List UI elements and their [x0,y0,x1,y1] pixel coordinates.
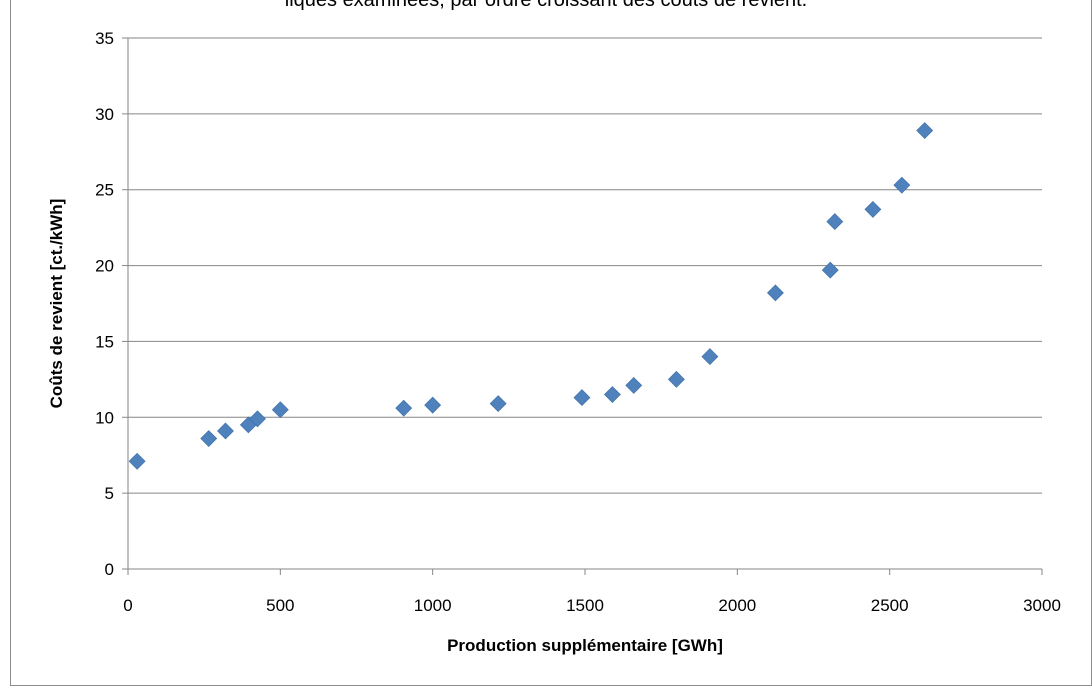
y-tick-label: 20 [95,257,114,276]
y-axis-title: Coûts de revient [ct./kWh] [47,199,66,409]
data-point [200,430,218,447]
x-axis-title: Production supplémentaire [GWh] [447,636,723,655]
data-point [395,399,413,417]
x-tick-label: 0 [123,596,132,615]
gridlines [128,37,1042,494]
data-point [489,395,507,413]
x-tick-label: 1500 [566,596,604,615]
data-point [826,213,844,230]
data-point [864,201,882,218]
data-point [424,396,442,414]
x-tick-label: 2000 [718,596,756,615]
x-tick-label: 500 [266,596,294,615]
data-point [603,386,621,403]
data-point [916,122,934,139]
data-point [893,176,911,194]
x-tick-labels: 0 500 1000 1500 2000 2500 3000 [123,596,1061,615]
data-point [701,348,719,366]
y-tick-label: 15 [95,332,114,351]
y-tick-label: 35 [95,29,114,48]
data-point [217,422,234,440]
y-tick-label: 5 [105,484,114,503]
data-point [821,261,839,279]
y-tick-label: 25 [95,181,114,200]
y-tick-label: 0 [105,560,114,579]
y-tick-labels: 0 5 10 15 20 25 30 35 [95,29,114,579]
data-points [128,122,934,470]
data-point [271,401,289,419]
data-point [766,284,784,302]
x-tick-label: 1000 [414,596,452,615]
data-point [625,377,643,394]
chart-caption: liques examinées, par ordre croissant de… [284,0,808,11]
data-point [128,452,146,470]
axes [122,37,1043,575]
data-point [249,410,266,428]
x-tick-label: 2500 [871,596,909,615]
x-tick-label: 3000 [1023,596,1061,615]
y-tick-label: 10 [95,408,114,427]
data-point [573,389,591,406]
data-point [667,370,685,388]
y-tick-label: 30 [95,105,114,124]
